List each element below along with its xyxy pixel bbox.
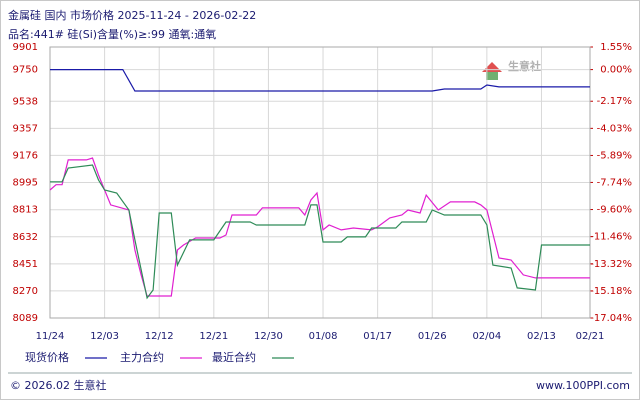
y2-tick-label: -13.32% (590, 259, 632, 270)
legend-label: 现货价格 (25, 350, 69, 364)
y-tick-label: 8813 (13, 205, 38, 216)
x-tick-label: 01/08 (309, 331, 338, 342)
y-tick-label: 8995 (13, 178, 38, 189)
x-tick-label: 01/17 (363, 331, 392, 342)
y-tick-label: 9357 (13, 123, 38, 134)
y-tick-label: 9176 (13, 150, 38, 161)
x-tick-label: 02/21 (576, 331, 605, 342)
logo-text: 生意社 (508, 59, 541, 73)
x-tick-label: 02/04 (472, 331, 501, 342)
chart-subtitle: 品名:441# 硅(Si)含量(%)≥:99 通氧:通氧 (8, 27, 216, 41)
y-tick-label: 8270 (13, 286, 38, 297)
y-tick-label: 8089 (13, 313, 38, 324)
logo-icon-base (486, 72, 498, 80)
y2-tick-label: 0.00% (600, 65, 632, 76)
series-line (50, 164, 590, 300)
y-tick-label: 9901 (13, 42, 38, 53)
x-tick-label: 12/30 (254, 331, 283, 342)
footer-url: www.100PPI.com (536, 379, 630, 392)
series-line (49, 157, 590, 297)
x-tick-label: 02/13 (527, 331, 556, 342)
y-tick-label: 9750 (13, 65, 38, 76)
series-line (50, 69, 590, 92)
y2-tick-label: -17.04% (590, 313, 632, 324)
x-tick-label: 01/26 (418, 331, 447, 342)
y2-tick-label: -15.18% (590, 286, 632, 297)
legend-item: 最近合约 (212, 350, 294, 364)
legend-item: 现货价格 (25, 350, 107, 364)
legend-label: 主力合约 (120, 350, 164, 364)
chart-title: 金属硅 国内 市场价格 2025-11-24 - 2026-02-22 (8, 8, 256, 22)
y-tick-label: 8632 (13, 232, 38, 243)
y2-tick-label: -4.03% (597, 123, 632, 134)
y-tick-label: 9538 (13, 96, 38, 107)
y2-tick-label: -5.89% (597, 150, 632, 161)
footer-copyright: © 2026.02 生意社 (10, 378, 106, 392)
y2-tick-label: -7.74% (597, 177, 632, 188)
legend-label: 最近合约 (212, 350, 256, 364)
y-tick-label: 8451 (13, 259, 38, 270)
x-tick-label: 12/21 (199, 331, 228, 342)
y2-tick-label: -11.46% (590, 232, 632, 243)
plot-frame (49, 46, 591, 319)
y2-tick-label: -9.60% (597, 205, 632, 216)
y2-tick-label: -2.17% (597, 96, 632, 107)
x-tick-label: 12/12 (145, 331, 174, 342)
y2-tick-label: 1.55% (600, 42, 632, 53)
x-tick-label: 12/03 (90, 331, 119, 342)
x-tick-label: 11/24 (36, 331, 65, 342)
legend-item: 主力合约 (120, 350, 202, 364)
